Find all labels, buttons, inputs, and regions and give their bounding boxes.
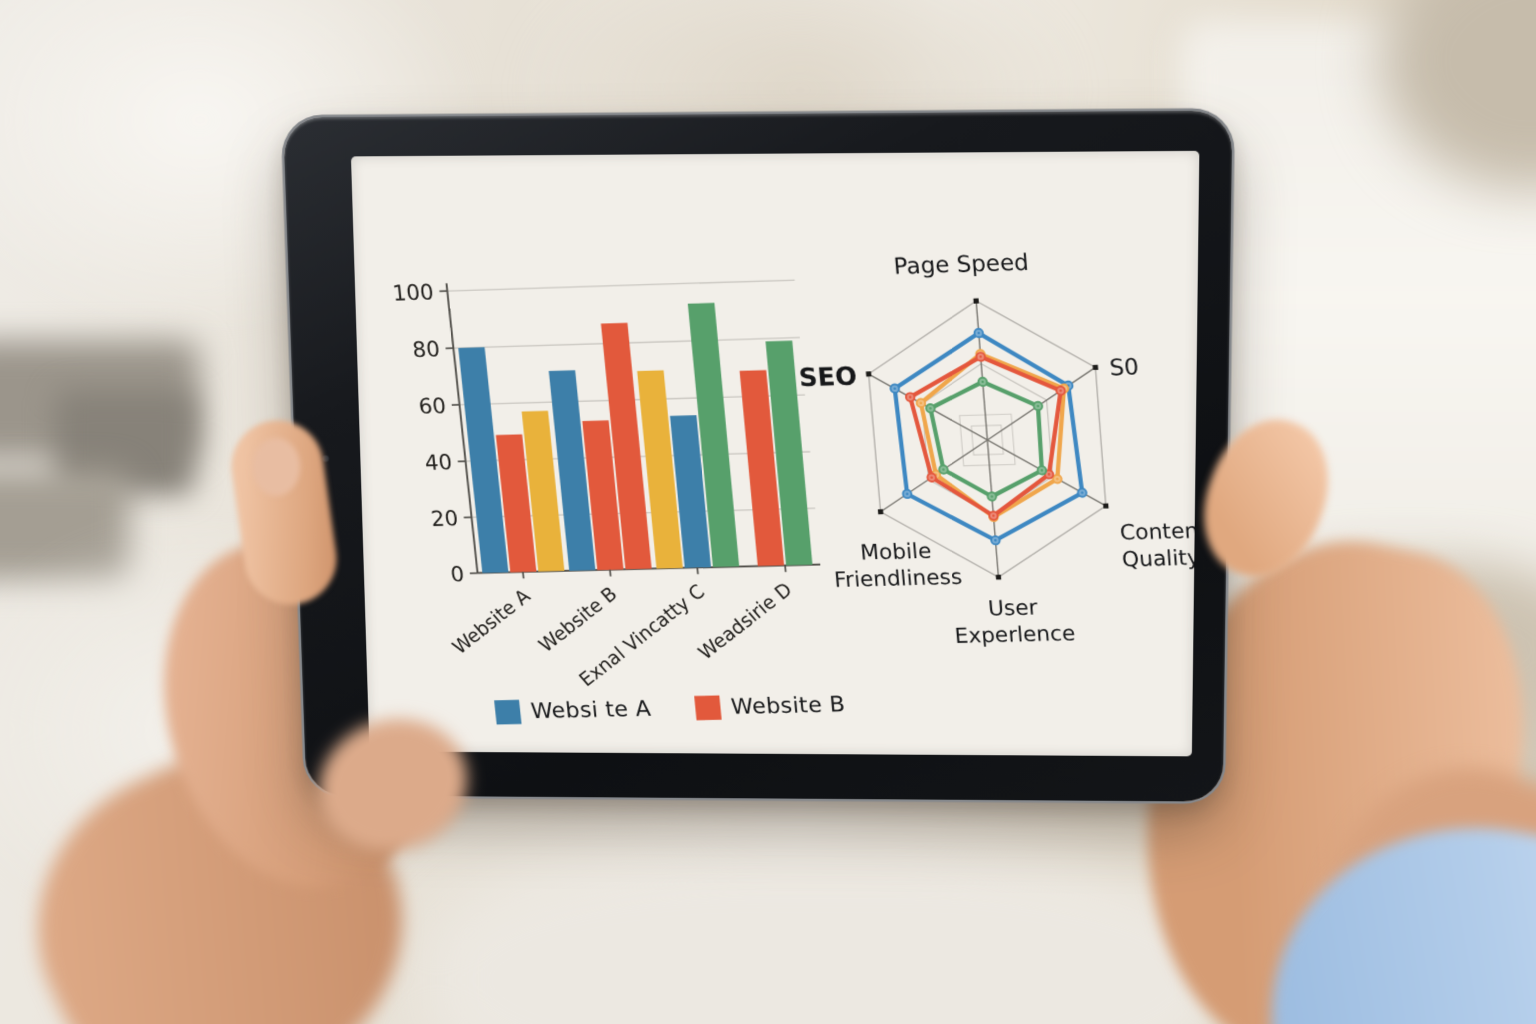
legend-item-website-a: Websi te A xyxy=(494,697,652,725)
svg-text:Website A: Website A xyxy=(448,584,535,658)
svg-text:MobileFriendliness: MobileFriendliness xyxy=(831,539,963,593)
tablet-device: 0 20 40 60 80 100 Website A Website B Exnal Vinc… xyxy=(283,110,1233,802)
svg-text:ContentQuality: ContentQuality xyxy=(1119,519,1199,572)
background-furniture-block xyxy=(55,390,195,495)
svg-text:0: 0 xyxy=(449,563,465,587)
svg-text:Weadsirie D: Weadsirie D xyxy=(694,578,797,664)
right-sleeve xyxy=(1238,794,1536,1024)
svg-text:S0: S0 xyxy=(1109,355,1140,381)
svg-text:Website B: Website B xyxy=(535,582,622,656)
tablet-screen: 0 20 40 60 80 100 Website A Website B Exnal Vinc… xyxy=(350,150,1200,757)
right-wrist xyxy=(1276,731,1536,1024)
svg-text:Page Speed: Page Speed xyxy=(893,250,1030,280)
svg-text:UserExperlence: UserExperlence xyxy=(952,595,1077,648)
legend-item-website-b: Website B xyxy=(694,693,846,721)
front-camera xyxy=(321,454,330,463)
background-furniture-block xyxy=(0,470,130,580)
background-wall-corner xyxy=(1380,0,1536,190)
svg-text:20: 20 xyxy=(430,507,460,532)
svg-text:40: 40 xyxy=(424,451,454,476)
legend-label: Websi te A xyxy=(529,696,653,724)
legend-swatch-red xyxy=(694,695,722,721)
svg-text:60: 60 xyxy=(418,395,448,420)
left-thumbnail xyxy=(252,438,300,496)
background-window-right xyxy=(1180,20,1536,640)
dashboard-content: 0 20 40 60 80 100 Website A Website B Exnal Vinc… xyxy=(351,151,1199,757)
radar-chart: Page Speed S0 ContentQuality UserExperlence… xyxy=(798,250,1200,649)
left-sleeve xyxy=(0,788,381,1024)
svg-text:80: 80 xyxy=(411,338,441,363)
background-desk xyxy=(430,850,1230,1024)
legend-label: Website B xyxy=(730,692,847,720)
svg-text:SEO: SEO xyxy=(798,362,858,393)
background-window-sill xyxy=(1230,560,1536,740)
legend-swatch-blue xyxy=(494,699,522,725)
background-furniture-block xyxy=(0,340,200,460)
svg-text:100: 100 xyxy=(392,281,436,307)
